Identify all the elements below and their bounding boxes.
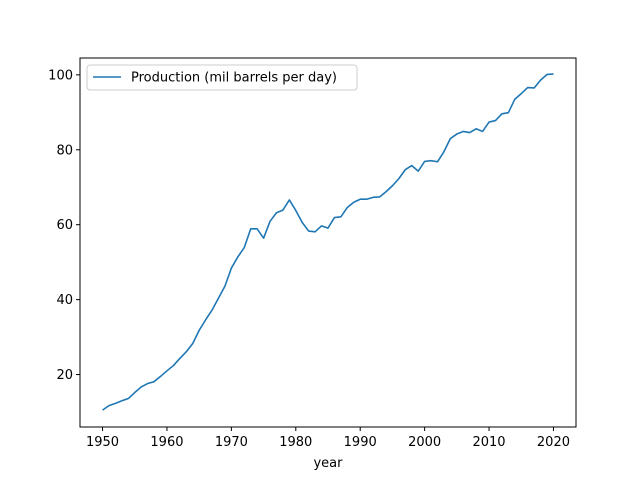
x-tick-label: 2000 (408, 435, 441, 450)
axes-frame (79, 57, 577, 428)
x-tick-label: 1950 (86, 435, 119, 450)
series-line-0 (102, 73, 554, 411)
legend-box (86, 64, 358, 91)
x-tick-label: 2010 (472, 435, 505, 450)
x-tick-label: 1960 (150, 435, 183, 450)
y-tick-label: 80 (56, 143, 73, 158)
x-tick-label: 1980 (279, 435, 312, 450)
plot-area (79, 57, 577, 428)
y-tick-label: 100 (48, 68, 73, 83)
y-tick-label: 40 (56, 293, 73, 308)
legend: Production (mil barrels per day) (86, 64, 358, 91)
x-tick-label: 1970 (215, 435, 248, 450)
x-axis-ticks: 1950 1960 1970 1980 1990 2000 2010 2020 (86, 427, 570, 450)
legend-entry: Production (mil barrels per day) (131, 71, 337, 86)
x-axis-label: year (313, 456, 343, 471)
x-tick-label: 2020 (537, 435, 570, 450)
x-tick-label: 1990 (344, 435, 377, 450)
y-axis-ticks: 20 40 60 80 100 (48, 68, 80, 383)
y-tick-label: 20 (56, 368, 73, 383)
y-tick-label: 60 (56, 218, 73, 233)
